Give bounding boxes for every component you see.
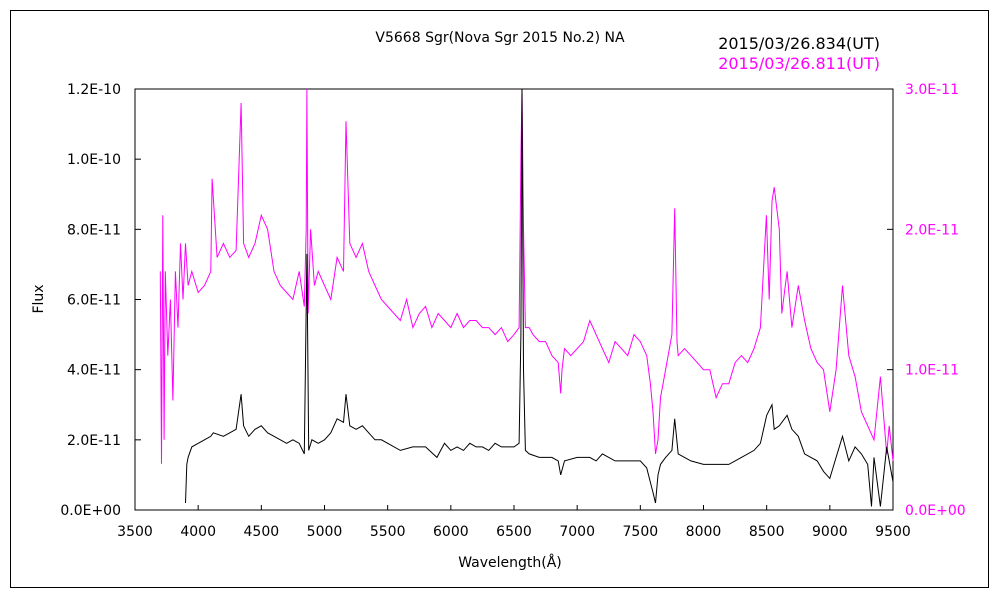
x-tick-label: 4000 xyxy=(180,524,216,540)
y-tick-label-left: 0.0E+00 xyxy=(60,503,121,519)
series-line-magenta xyxy=(159,88,894,464)
x-tick-label: 3500 xyxy=(117,524,153,540)
y-tick-label-right: 2.0E-11 xyxy=(905,222,959,238)
y-axis-left: 0.0E+00 2.0E-11 4.0E-11 6.0E-11 8.0E-11 1.0E-… xyxy=(60,82,141,519)
x-tick-label: 5500 xyxy=(370,524,406,540)
y-tick-label-left: 6.0E-11 xyxy=(67,293,121,309)
y-tick-label-left: 4.0E-11 xyxy=(67,363,121,379)
series-group xyxy=(159,88,894,507)
x-tick-label: 6500 xyxy=(496,524,532,540)
x-tick-label: 6000 xyxy=(433,524,469,540)
x-tick-label: 8000 xyxy=(686,524,722,540)
chart-frame xyxy=(10,10,989,588)
y-axis-right: 0.0E+00 1.0E-11 2.0E-11 3.0E-11 xyxy=(887,82,966,519)
legend-series-magenta: 2015/03/26.811(UT) xyxy=(718,54,880,73)
legend-series-black: 2015/03/26.834(UT) xyxy=(718,34,880,53)
x-tick-label: 9000 xyxy=(812,524,848,540)
y-tick-label-left: 1.0E-10 xyxy=(67,152,121,168)
x-tick-label: 8500 xyxy=(749,524,785,540)
y-tick-label-left: 1.2E-10 xyxy=(67,82,121,98)
x-axis-label: Wavelength(Å) xyxy=(458,554,562,571)
y-tick-label-left: 2.0E-11 xyxy=(67,433,121,449)
x-tick-label: 5000 xyxy=(307,524,343,540)
y-tick-label-left: 8.0E-11 xyxy=(67,222,121,238)
series-line-black xyxy=(185,88,894,507)
y-axis-label: Flux xyxy=(31,284,47,313)
y-tick-label-right: 1.0E-11 xyxy=(905,363,959,379)
x-tick-label: 7000 xyxy=(559,524,595,540)
x-tick-label: 7500 xyxy=(623,524,659,540)
chart-title: V5668 Sgr(Nova Sgr 2015 No.2) NA xyxy=(375,30,625,46)
x-tick-label: 9500 xyxy=(875,524,911,540)
y-tick-label-right: 3.0E-11 xyxy=(905,82,959,98)
y-tick-label-right: 0.0E+00 xyxy=(905,503,966,519)
x-tick-label: 4500 xyxy=(244,524,280,540)
x-axis: 3500 4000 4500 5000 5500 6000 6500 7000 7500 8000… xyxy=(117,505,911,540)
